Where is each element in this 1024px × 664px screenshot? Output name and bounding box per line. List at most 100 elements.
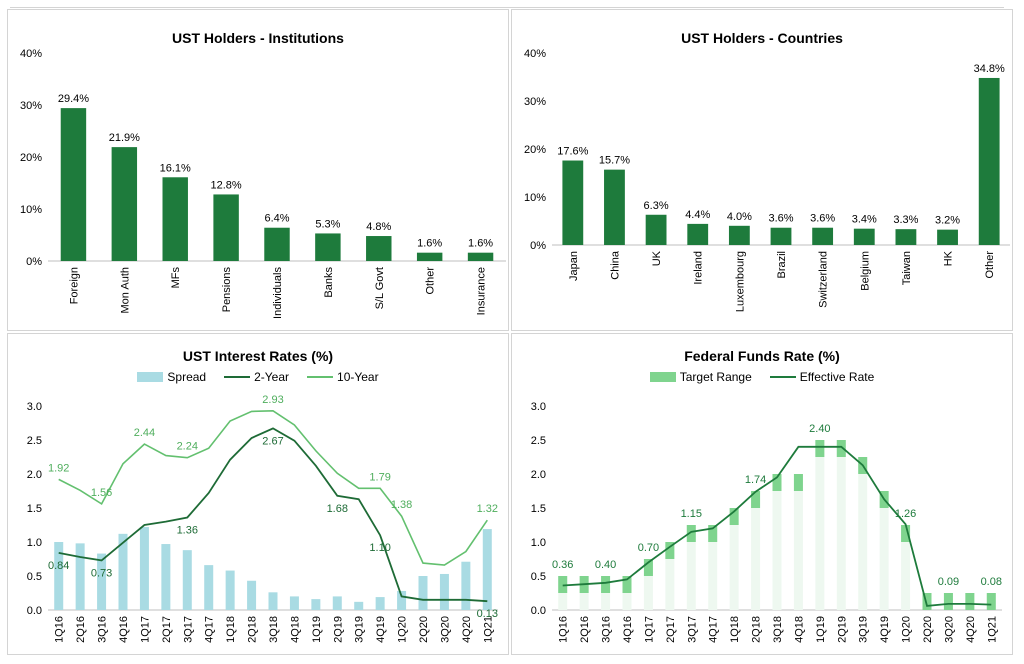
x-tick-label: 2Q18 [751, 616, 763, 643]
legend-item-10year: 10-Year [307, 370, 379, 384]
x-tick-label: 3Q17 [182, 616, 194, 643]
bar [645, 214, 667, 245]
range-column [708, 525, 718, 610]
bar [687, 223, 709, 245]
effective-rate-data-label: 2.40 [809, 423, 830, 435]
top-divider [10, 7, 1004, 8]
effective-rate-data-label: 1.26 [895, 508, 916, 520]
x-tick-label: 1Q18 [729, 616, 741, 643]
x-tick-label: 4Q20 [461, 616, 473, 643]
bar [853, 228, 875, 245]
x-tick-label: MFs [170, 267, 182, 289]
range-column [815, 440, 825, 610]
target-range-bar [729, 508, 739, 525]
data-label: 3.6% [810, 213, 835, 225]
y-tick-label: 0.0 [27, 605, 42, 617]
spread-bar [118, 533, 128, 610]
x-tick-label: 2Q19 [332, 616, 344, 643]
two-year-data-label: 2.67 [262, 435, 283, 447]
x-tick-label: 1Q19 [815, 616, 827, 643]
chart-legend: Target Range Effective Rate [512, 370, 1012, 384]
ten-year-data-label: 2.93 [262, 394, 283, 406]
spread-bar [204, 565, 214, 610]
x-tick-label: 2Q16 [75, 616, 87, 643]
ten-year-data-label: 1.92 [48, 462, 69, 474]
x-tick-label: 3Q17 [686, 616, 698, 643]
effective-rate-data-label: 0.40 [595, 559, 616, 571]
y-tick-label: 2.5 [27, 435, 42, 447]
effective-rate-data-label: 0.09 [938, 576, 959, 588]
bar [604, 169, 625, 245]
x-tick-label: 1Q21 [986, 616, 998, 643]
x-tick-label: 1Q19 [311, 616, 323, 643]
range-column [665, 542, 675, 610]
x-tick-label: 1Q18 [225, 616, 237, 643]
y-tick-label: 1.5 [531, 503, 546, 515]
y-tick-label: 3.0 [531, 401, 546, 413]
legend-item-target-range: Target Range [649, 370, 752, 384]
effective-rate-data-label: 1.15 [681, 508, 702, 520]
bar [416, 252, 443, 261]
x-tick-label: 4Q16 [622, 616, 634, 643]
data-label: 3.2% [935, 215, 960, 227]
x-tick-label: 2Q17 [665, 616, 677, 643]
x-tick-label: Brazil [776, 251, 788, 279]
target-range-bar [901, 525, 911, 542]
y-tick-label: 30% [20, 100, 42, 112]
x-tick-label: Foreign [68, 267, 80, 304]
x-tick-label: 3Q19 [354, 616, 366, 643]
data-label: 16.1% [160, 162, 191, 174]
legend-item-effective-rate: Effective Rate [769, 370, 875, 384]
spread-bar [247, 580, 257, 610]
x-tick-label: S/L Govt [374, 267, 386, 309]
legend-label: Effective Rate [799, 370, 875, 384]
target-range-bar [943, 593, 953, 610]
ten-year-data-label: 2.44 [134, 427, 155, 439]
effective-rate-data-label: 1.74 [745, 474, 766, 486]
data-label: 5.3% [315, 218, 340, 230]
x-tick-label: Banks [323, 267, 335, 298]
x-tick-label: Other [984, 251, 996, 279]
data-label: 3.4% [852, 214, 877, 226]
ten-year-data-label: 1.38 [391, 499, 412, 511]
spread-bar [375, 597, 385, 610]
legend-label: 2-Year [254, 370, 290, 384]
y-tick-label: 1.0 [27, 537, 42, 549]
chart-panel-fed-funds: Federal Funds Rate (%) Target Range Effe… [511, 333, 1013, 655]
legend-label: Target Range [679, 370, 752, 384]
spread-bar [289, 596, 299, 610]
spread-bar [418, 576, 428, 610]
x-tick-label: HK [943, 250, 955, 266]
spread-bar [75, 543, 85, 610]
data-label: 12.8% [211, 179, 242, 191]
spread-bar [482, 529, 492, 610]
bar [937, 229, 958, 245]
target-range-bar [772, 474, 782, 491]
chart-panel-ust-rates: UST Interest Rates (%) Spread 2-Year 10-… [7, 333, 509, 655]
ten-year-data-label: 1.79 [369, 471, 390, 483]
bar [111, 147, 138, 261]
data-label: 4.0% [727, 211, 752, 223]
target-range-bar [965, 593, 975, 610]
data-label: 17.6% [557, 146, 588, 158]
x-tick-label: Taiwan [901, 251, 913, 285]
spread-bar [54, 542, 64, 610]
bar [978, 77, 1000, 246]
x-tick-label: 3Q19 [858, 616, 870, 643]
x-tick-label: 4Q17 [708, 616, 720, 643]
legend-swatch [649, 372, 676, 382]
target-range-bar [665, 542, 675, 559]
target-range-bar [708, 525, 718, 542]
x-tick-label: 1Q16 [558, 616, 570, 643]
bar [770, 227, 792, 245]
chart-title: UST Holders - Institutions [172, 30, 344, 46]
y-tick-label: 2.0 [27, 469, 42, 481]
x-tick-label: 3Q16 [601, 616, 613, 643]
x-tick-label: Ireland [693, 251, 705, 285]
spread-bar [268, 592, 278, 610]
target-range-bar [643, 559, 653, 576]
x-tick-label: Belgium [859, 251, 871, 291]
y-tick-label: 1.5 [27, 503, 42, 515]
x-tick-label: Insurance [476, 267, 488, 315]
two-year-data-label: 0.13 [477, 608, 498, 620]
